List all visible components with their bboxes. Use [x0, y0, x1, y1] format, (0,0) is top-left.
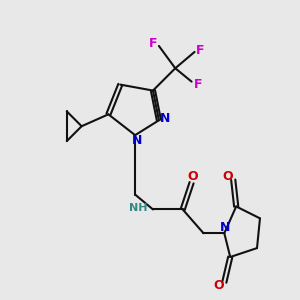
Text: O: O — [222, 170, 232, 183]
Text: N: N — [220, 221, 230, 234]
Text: NH: NH — [129, 203, 148, 213]
Text: F: F — [149, 37, 158, 50]
Text: N: N — [160, 112, 171, 125]
Text: O: O — [214, 279, 224, 292]
Text: F: F — [196, 44, 204, 57]
Text: F: F — [194, 78, 203, 91]
Text: O: O — [188, 170, 198, 183]
Text: N: N — [131, 134, 142, 147]
